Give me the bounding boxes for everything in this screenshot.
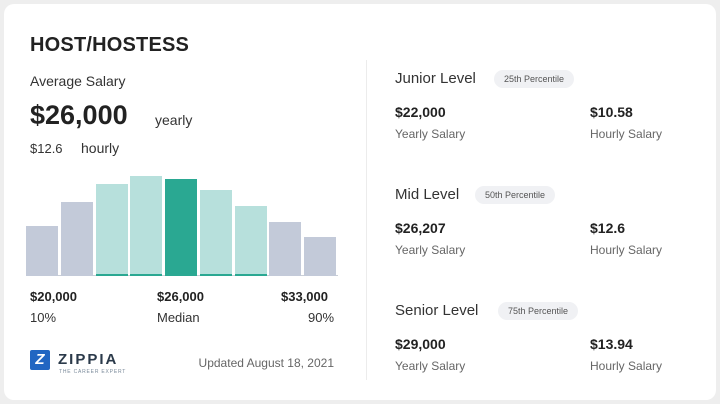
axis-median-label: Median xyxy=(157,310,200,325)
salary-bar xyxy=(60,202,93,276)
senior-hourly-salary: $13.94 xyxy=(590,336,633,352)
mid-hourly-label: Hourly Salary xyxy=(590,243,663,257)
salary-bar xyxy=(26,226,58,276)
axis-low-percentile: 10% xyxy=(30,310,57,325)
mid-hourly-salary: $12.6 xyxy=(590,220,626,236)
senior-hourly-label: Hourly Salary xyxy=(590,359,663,373)
senior-level-title: Senior Level xyxy=(395,302,479,319)
junior-yearly-label: Yearly Salary xyxy=(395,127,466,141)
salary-distribution-chart xyxy=(26,164,338,276)
updated-date: Updated August 18, 2021 xyxy=(198,356,334,370)
junior-hourly-label: Hourly Salary xyxy=(590,127,663,141)
salary-bar-stripe xyxy=(234,274,267,276)
salary-bar xyxy=(199,190,232,276)
salary-card: HOST/HOSTESS Average Salary $26,000 year… xyxy=(4,4,716,400)
zippia-logo-name: ZIPPIA xyxy=(58,351,119,368)
salary-bar xyxy=(165,179,197,276)
axis-low-value: $20,000 xyxy=(30,289,77,304)
senior-percentile-badge: 75th Percentile xyxy=(498,302,579,320)
average-salary-label: Average Salary xyxy=(30,73,126,89)
job-title: HOST/HOSTESS xyxy=(30,34,190,56)
salary-bar-stripe xyxy=(95,274,128,276)
axis-high-percentile: 90% xyxy=(308,310,335,325)
salary-bar xyxy=(304,237,336,276)
average-yearly-amount: $26,000 xyxy=(30,100,128,130)
salary-bar xyxy=(130,176,163,276)
junior-level-title: Junior Level xyxy=(395,70,476,87)
axis-mid-value: $26,000 xyxy=(157,289,204,304)
salary-bar-stripe xyxy=(130,274,163,276)
zippia-logo-tagline: THE CAREER EXPERT xyxy=(59,369,127,375)
mid-level-title: Mid Level xyxy=(395,186,460,203)
senior-yearly-label: Yearly Salary xyxy=(395,359,466,373)
column-divider xyxy=(366,60,367,380)
salary-bar-stripe xyxy=(199,274,232,276)
hourly-unit-label: hourly xyxy=(81,140,120,156)
mid-percentile-badge: 50th Percentile xyxy=(475,186,556,204)
junior-hourly-salary: $10.58 xyxy=(590,104,633,120)
mid-yearly-label: Yearly Salary xyxy=(395,243,466,257)
salary-bar xyxy=(234,206,267,276)
zippia-logo-icon: Z xyxy=(30,350,50,370)
yearly-unit-label: yearly xyxy=(155,112,193,128)
junior-yearly-salary: $22,000 xyxy=(395,104,446,120)
junior-percentile-badge: 25th Percentile xyxy=(494,70,575,88)
axis-high-value: $33,000 xyxy=(281,289,328,304)
salary-bar xyxy=(95,184,128,276)
average-hourly-amount: $12.6 xyxy=(30,141,63,156)
senior-yearly-salary: $29,000 xyxy=(395,336,446,352)
mid-yearly-salary: $26,207 xyxy=(395,220,446,236)
salary-bar xyxy=(269,222,302,276)
